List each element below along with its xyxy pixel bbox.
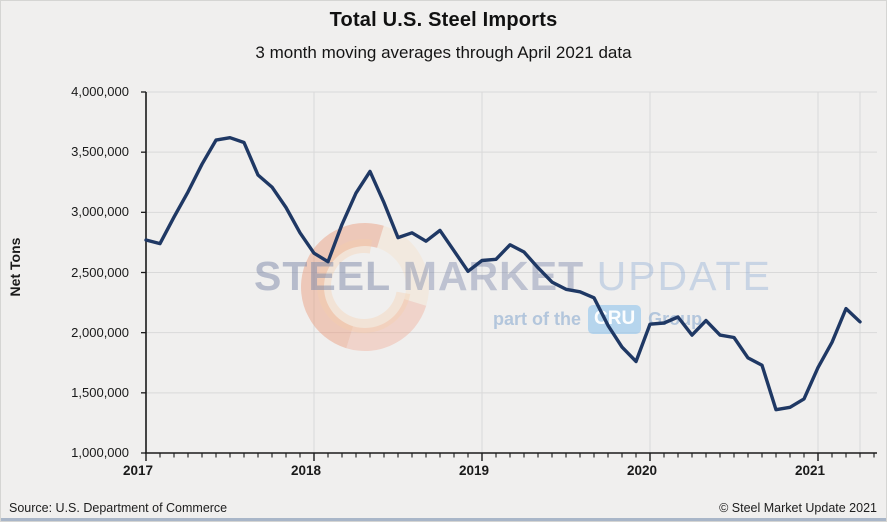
tagline-suffix: Group (648, 309, 703, 329)
bottom-edge-bar (1, 518, 886, 521)
chart-subtitle: 3 month moving averages through April 20… (255, 43, 632, 62)
cru-badge: CRU (588, 305, 642, 334)
watermark-word-steel: STEEL (254, 253, 391, 299)
chart-title: Total U.S. Steel Imports (329, 9, 558, 31)
copyright-note: © Steel Market Update 2021 (719, 501, 877, 515)
watermark-word-update: UPDATE (596, 253, 772, 299)
watermark-word-market: MARKET (402, 253, 585, 299)
watermark-tagline: part of the CRU Group (493, 305, 702, 334)
tagline-prefix: part of the (493, 309, 581, 329)
watermark-wordmark: STEEL MARKET UPDATE (254, 253, 772, 300)
source-note: Source: U.S. Department of Commerce (9, 501, 228, 515)
